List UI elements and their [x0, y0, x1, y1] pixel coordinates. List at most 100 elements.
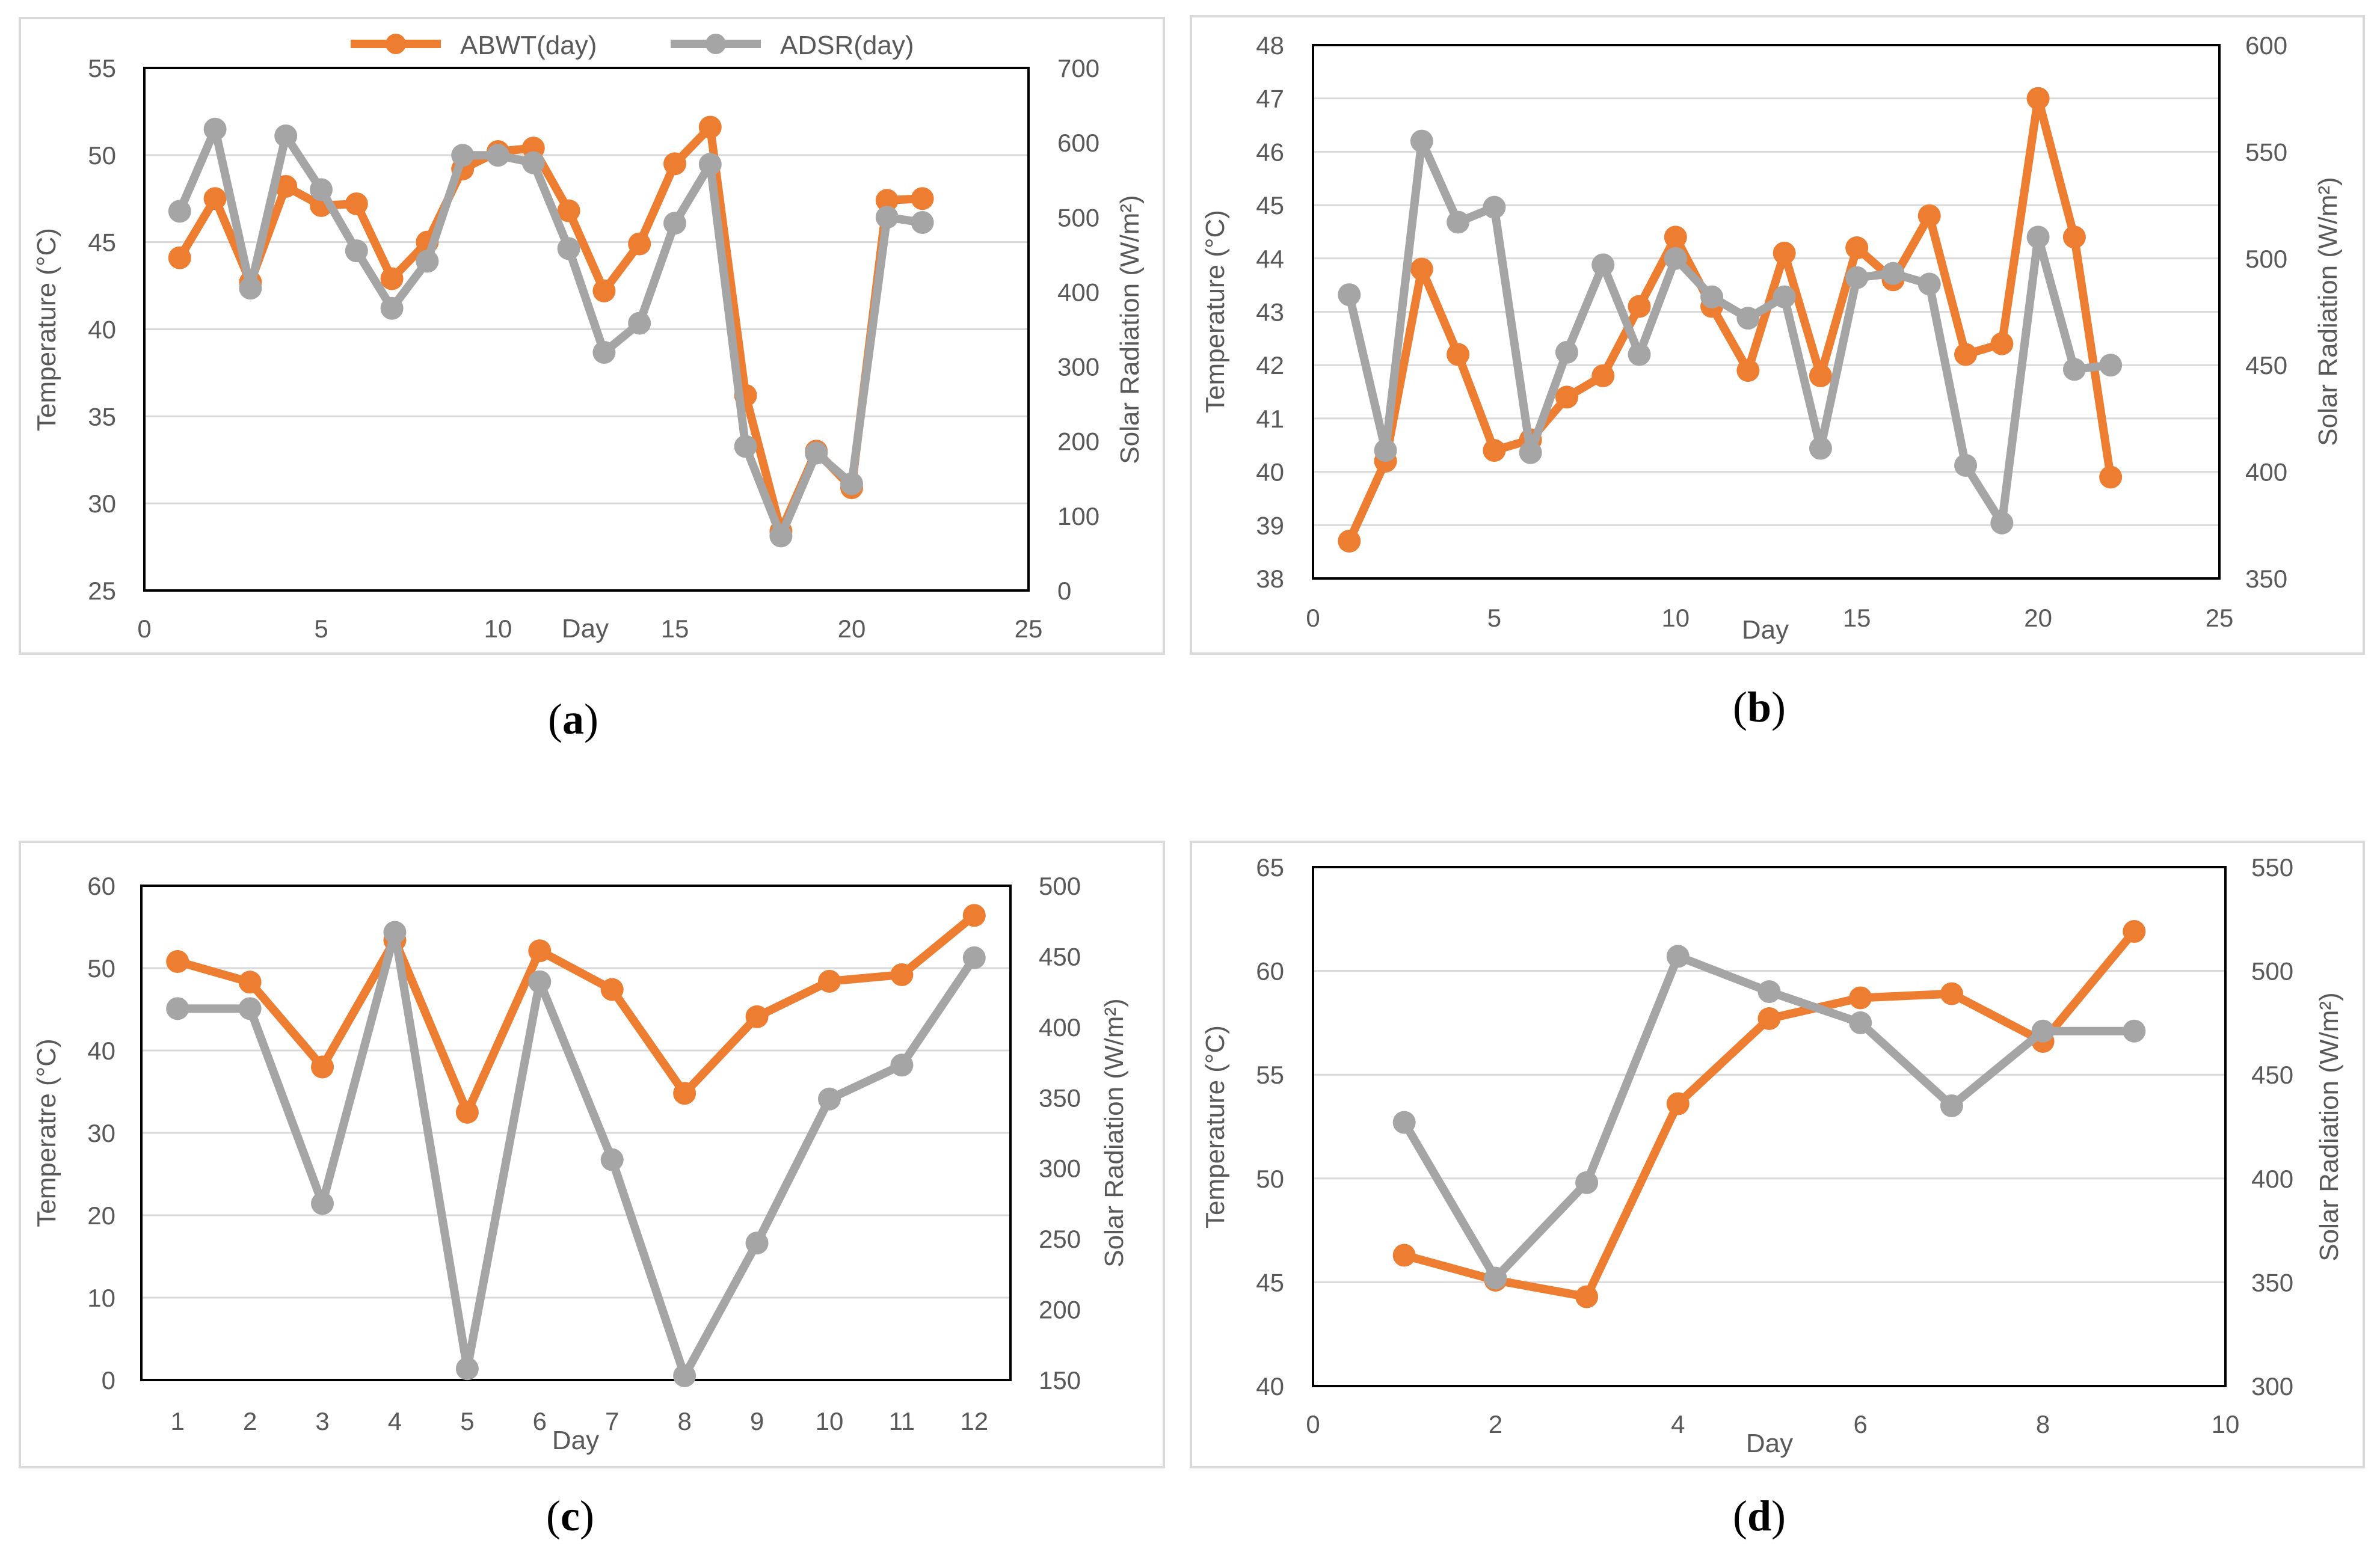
x-tick-label: 2	[1489, 1410, 1502, 1438]
data-point-abwt	[1849, 986, 1872, 1010]
y-tick-label: 0	[102, 1366, 115, 1394]
data-point-abwt	[557, 199, 580, 222]
data-point-abwt	[1940, 982, 1963, 1005]
data-point-adsr	[875, 206, 899, 229]
panel-c-caption: (c)	[546, 1492, 594, 1540]
x-tick-label: 25	[2206, 604, 2234, 632]
data-point-adsr	[592, 340, 616, 364]
data-point-abwt	[203, 187, 227, 210]
y-tick-label: 46	[1256, 138, 1284, 166]
x-tick-label: 10	[1661, 604, 1690, 632]
data-point-adsr	[521, 151, 545, 174]
y-tick-label: 60	[87, 872, 115, 900]
panel-d-caption: (d)	[1733, 1492, 1786, 1540]
x-tick-label: 4	[1671, 1410, 1685, 1438]
y2-tick-label: 500	[2245, 245, 2287, 273]
data-point-adsr	[1666, 945, 1690, 968]
panel-a: ABWT(day) ADSR(day) 25303540455055010020…	[19, 17, 1165, 743]
legend-adsr-label: ADSR(day)	[780, 31, 914, 60]
data-point-abwt	[890, 963, 914, 986]
data-point-adsr	[1519, 441, 1542, 464]
data-point-abwt	[1845, 236, 1869, 260]
y2-tick-label: 350	[2245, 565, 2287, 593]
plot-area	[1312, 44, 2221, 580]
data-point-adsr	[890, 1053, 914, 1077]
y-tick-label: 48	[1256, 31, 1284, 60]
x-tick-label: 5	[314, 615, 328, 643]
data-point-adsr	[1757, 980, 1781, 1004]
plot-area	[140, 885, 1012, 1381]
y2-tick-label: 500	[2251, 957, 2293, 986]
x-tick-label: 5	[460, 1407, 474, 1435]
y-tick-label: 40	[1256, 458, 1284, 486]
y2-tick-label: 600	[1057, 129, 1099, 157]
y-tick-label: 41	[1256, 405, 1284, 433]
x-axis-title: Day	[562, 614, 609, 643]
series-line-abwt	[173, 911, 979, 1117]
y-tick-label: 40	[87, 1037, 115, 1065]
chart-a: 25 30 35 40 45 50 55 0 100 200 300 400 500 600 700 0 5 10…	[32, 54, 1145, 643]
data-point-abwt	[1410, 257, 1433, 281]
data-point-adsr	[911, 210, 934, 234]
data-point-adsr	[168, 200, 191, 223]
x-tick-label: 0	[137, 615, 151, 643]
data-point-adsr	[1392, 1111, 1416, 1134]
data-point-abwt	[345, 192, 368, 215]
panel-c-frame	[19, 841, 1165, 1468]
y-tick-label: 50	[1256, 1165, 1284, 1193]
x-tick-label: 25	[1015, 615, 1043, 643]
y2-axis-title: Solar Radiation (W/m²)	[2314, 992, 2344, 1261]
data-point-abwt	[1591, 364, 1615, 387]
data-point-abwt	[628, 232, 651, 256]
data-point-abwt	[238, 971, 262, 994]
data-point-abwt	[673, 1082, 696, 1105]
y2-tick-label: 400	[2245, 458, 2287, 486]
data-point-abwt	[380, 267, 404, 290]
data-point-adsr	[2099, 354, 2123, 377]
data-point-abwt	[600, 978, 624, 1001]
data-point-abwt	[663, 152, 686, 176]
x-axis-title: Day	[1742, 615, 1789, 645]
data-point-adsr	[817, 1087, 841, 1111]
y-tick-label: 35	[88, 402, 116, 431]
data-point-adsr	[2026, 225, 2050, 249]
data-point-adsr	[805, 441, 828, 465]
data-point-adsr	[698, 153, 722, 176]
x-tick-label: 12	[960, 1407, 988, 1435]
data-point-adsr	[2031, 1019, 2055, 1043]
data-point-adsr	[274, 124, 298, 147]
y2-tick-label: 350	[2251, 1268, 2293, 1296]
y2-tick-label: 100	[1057, 502, 1099, 530]
data-point-abwt	[1917, 204, 1941, 227]
legend: ABWT(day) ADSR(day)	[351, 31, 914, 60]
data-point-abwt	[911, 187, 934, 210]
data-point-abwt	[1666, 1092, 1690, 1115]
data-point-adsr	[628, 311, 651, 335]
x-axis-title: Day	[1746, 1429, 1793, 1458]
y-tick-label: 40	[1256, 1372, 1284, 1400]
x-tick-label: 0	[1306, 1410, 1320, 1438]
data-point-adsr	[1940, 1094, 1963, 1117]
data-point-abwt	[168, 246, 191, 269]
data-point-adsr	[1773, 285, 1796, 308]
data-point-abwt	[1338, 529, 1361, 553]
data-point-adsr	[1881, 262, 1905, 285]
data-point-abwt	[1809, 364, 1832, 387]
data-point-adsr	[310, 178, 333, 201]
x-tick-label: 6	[1854, 1410, 1868, 1438]
data-point-adsr	[1374, 439, 1397, 462]
y2-tick-label: 700	[1057, 54, 1099, 82]
data-point-abwt	[1447, 343, 1470, 366]
data-point-adsr	[1809, 437, 1832, 460]
data-point-adsr	[487, 144, 509, 167]
x-tick-label: 4	[388, 1407, 402, 1435]
panel-b-caption: (b)	[1733, 683, 1786, 731]
y2-tick-label: 600	[2245, 31, 2287, 60]
y-tick-label: 50	[88, 141, 116, 170]
data-point-adsr	[769, 524, 793, 548]
data-point-abwt	[817, 969, 841, 993]
y2-tick-label: 450	[2251, 1061, 2293, 1089]
data-point-adsr	[380, 296, 404, 320]
